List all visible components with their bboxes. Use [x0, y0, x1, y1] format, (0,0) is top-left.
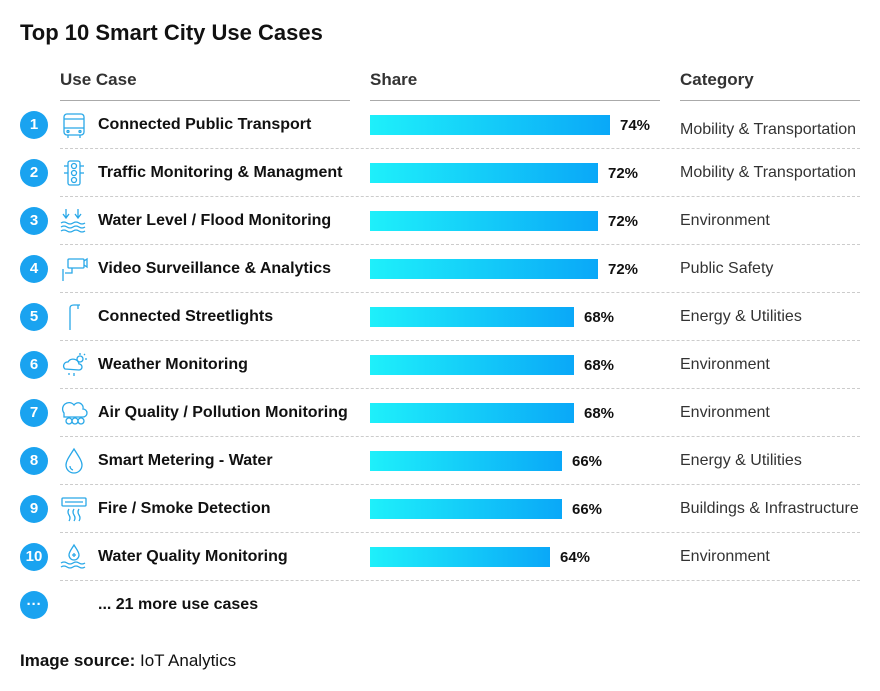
- table-row: 4 Video Surveillance & Analytics 72% Public…: [0, 245, 880, 293]
- use-case-label: Connected Streetlights: [98, 308, 274, 325]
- share-bar: [370, 403, 574, 423]
- use-case-label: Weather Monitoring: [98, 356, 248, 373]
- share-bar: [370, 547, 550, 567]
- header-share: Share: [370, 70, 660, 101]
- more-label: ... 21 more use cases: [98, 596, 259, 613]
- source-value: IoT Analytics: [140, 651, 237, 670]
- rank-badge: 3: [20, 207, 48, 235]
- more-row: ··· ... 21 more use cases: [0, 581, 880, 629]
- category-label: Energy & Utilities: [680, 452, 802, 469]
- use-case-label: Fire / Smoke Detection: [98, 500, 271, 517]
- category-label: Energy & Utilities: [680, 308, 802, 325]
- share-value: 72%: [608, 213, 639, 230]
- chart-title: Top 10 Smart City Use Cases: [20, 20, 323, 45]
- row-divider: [60, 388, 860, 389]
- flood-icon: [60, 209, 86, 233]
- water-quality-icon: [60, 543, 86, 569]
- share-value: 68%: [584, 309, 615, 326]
- header-category: Category: [680, 70, 860, 101]
- category-label: Environment: [680, 404, 770, 421]
- rank-badge: 1: [20, 111, 48, 139]
- use-case-label: Water Quality Monitoring: [98, 548, 288, 565]
- rank-badge: 9: [20, 495, 48, 523]
- row-divider: [60, 292, 860, 293]
- category-label: Public Safety: [680, 260, 774, 277]
- share-bar: [370, 451, 562, 471]
- row-divider: [60, 532, 860, 533]
- share-bar: [370, 499, 562, 519]
- table-row: 8 Smart Metering - Water 66% Energy & Utili…: [0, 437, 880, 485]
- share-bar: [370, 211, 598, 231]
- table-row: 2 Traffic Monitoring & Managment 72% Mobili…: [0, 149, 880, 197]
- use-case-label: Air Quality / Pollution Monitoring: [98, 404, 348, 421]
- use-case-label: Video Surveillance & Analytics: [98, 260, 331, 277]
- weather-icon: [63, 353, 87, 376]
- water-drop-icon: [65, 447, 83, 474]
- traffic-light-icon: [64, 160, 84, 186]
- table-row: 9 Fire / Smoke Detection 66% Buildings & In…: [0, 485, 880, 533]
- more-badge: ···: [20, 591, 48, 619]
- share-bar: [370, 115, 610, 135]
- rank-badge: 7: [20, 399, 48, 427]
- category-label: Environment: [680, 212, 770, 229]
- row-divider: [60, 340, 860, 341]
- category-label: Environment: [680, 356, 770, 373]
- share-value: 66%: [572, 453, 603, 470]
- row-divider: [60, 196, 860, 197]
- share-value: 68%: [584, 357, 615, 374]
- category-label: Mobility & Transportation: [680, 121, 857, 138]
- category-label: Environment: [680, 548, 770, 565]
- image-source: Image source: IoT Analytics: [20, 651, 236, 671]
- smoke-detector-icon: [61, 497, 87, 522]
- share-value: 72%: [608, 165, 639, 182]
- rank-badge: 5: [20, 303, 48, 331]
- rank-badge: 10: [20, 543, 48, 571]
- row-divider: [60, 244, 860, 245]
- row-divider: [60, 436, 860, 437]
- share-bar: [370, 307, 574, 327]
- bus-icon: [63, 113, 85, 138]
- rank-badge: 8: [20, 447, 48, 475]
- air-pollution-icon: [61, 401, 88, 425]
- share-value: 74%: [620, 117, 651, 134]
- row-divider: [60, 484, 860, 485]
- use-case-label: Smart Metering - Water: [98, 452, 273, 469]
- use-case-label: Traffic Monitoring & Managment: [98, 164, 343, 181]
- share-value: 72%: [608, 261, 639, 278]
- header-use-case: Use Case: [60, 70, 350, 101]
- use-case-label: Connected Public Transport: [98, 116, 312, 133]
- category-label: Buildings & Infrastructure: [680, 500, 859, 517]
- share-value: 66%: [572, 501, 603, 518]
- streetlight-icon: [69, 304, 80, 330]
- category-label: Mobility & Transportation: [680, 164, 857, 181]
- table-row: 1 Connected Public Transport 74% Mobility &…: [0, 101, 880, 149]
- use-case-label: Water Level / Flood Monitoring: [98, 212, 332, 229]
- table-row: 6 Weather Monitoring 68% Environment: [0, 341, 880, 389]
- row-divider: [60, 580, 860, 581]
- rank-badge: 6: [20, 351, 48, 379]
- rank-badge: 2: [20, 159, 48, 187]
- share-bar: [370, 355, 574, 375]
- table-row: 7 Air Quality / Pollution Monitoring 68% En…: [0, 389, 880, 437]
- table-row: 5 Connected Streetlights 68% Energy & Utili…: [0, 293, 880, 341]
- table-row: 10 Water Quality Monitoring 64% Environment: [0, 533, 880, 581]
- share-bar: [370, 163, 598, 183]
- share-value: 64%: [560, 549, 591, 566]
- share-bar: [370, 259, 598, 279]
- rank-badge: 4: [20, 255, 48, 283]
- cctv-camera-icon: [62, 257, 88, 281]
- table-row: 3 Water Level / Flood Monitoring 72% Enviro…: [0, 197, 880, 245]
- source-label: Image source:: [20, 651, 136, 670]
- share-value: 68%: [584, 405, 615, 422]
- row-divider: [60, 148, 860, 149]
